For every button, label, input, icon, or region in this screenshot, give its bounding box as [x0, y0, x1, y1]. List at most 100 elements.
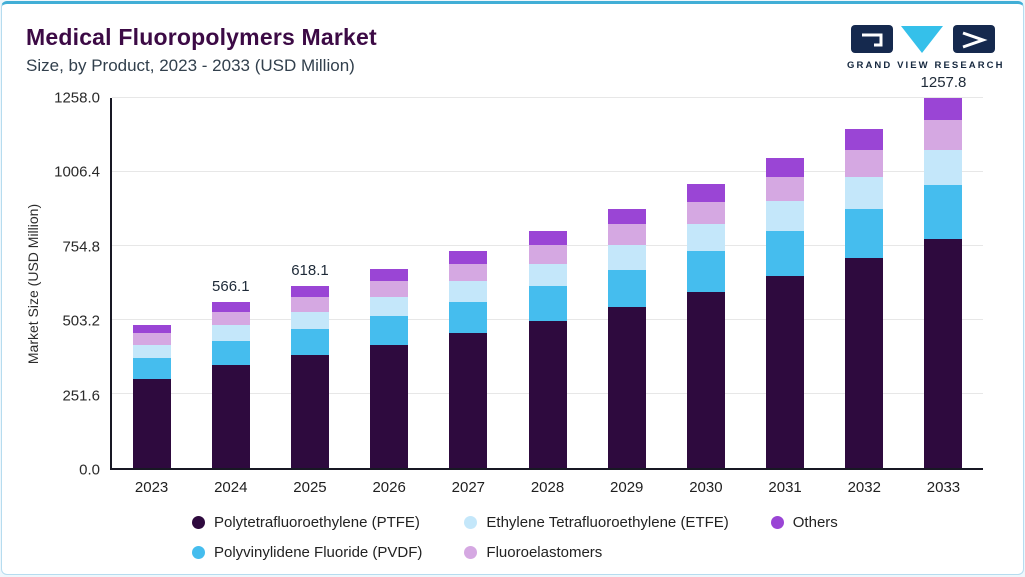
bar-segment [370, 281, 409, 298]
bar-segment [607, 269, 646, 308]
bar-segment [845, 257, 884, 468]
grandview-logo-text: GRAND VIEW RESEARCH [847, 60, 1005, 71]
bar-segment [528, 286, 567, 321]
bar-segment [766, 176, 805, 202]
legend-label: Polytetrafluoroethylene (PTFE) [214, 514, 420, 531]
bar-column-2026: 2026 [350, 98, 429, 496]
legend-item: Polytetrafluoroethylene (PTFE) [192, 514, 422, 531]
legend-label: Others [792, 514, 838, 531]
bar-column-2023: 2023 [112, 98, 191, 496]
bar-segment [211, 311, 250, 325]
y-tick-label: 1006.4 [54, 163, 100, 181]
legend-item: Others [770, 514, 838, 531]
y-tick-label: 0.0 [79, 461, 100, 479]
x-axis-label: 2024 [214, 479, 248, 496]
bar-column-2031: 2031 [746, 98, 825, 496]
page-title: Medical Fluoropolymers Market [26, 24, 377, 50]
stacked-bar [607, 208, 646, 468]
chart-header: Medical Fluoropolymers Market Size, by P… [20, 20, 1005, 76]
bar-segment [449, 333, 488, 468]
bar-segment [924, 185, 963, 239]
bar-segment [686, 292, 725, 468]
bar-segment [370, 315, 409, 345]
stacked-bar [924, 98, 963, 468]
bar-segment [924, 238, 963, 468]
bar-segment [845, 208, 884, 258]
gridline [112, 97, 983, 98]
bar-segment [211, 301, 250, 312]
bar-segment [607, 244, 646, 270]
bar-segment [528, 244, 567, 264]
legend-label: Polyvinylidene Fluoride (PVDF) [214, 544, 423, 561]
y-tick-label: 1258.0 [54, 89, 100, 107]
legend-item: Ethylene Tetrafluoroethylene (ETFE) [464, 514, 729, 531]
bar-segment [132, 358, 171, 380]
bar-segment [924, 98, 963, 121]
bar-segment [686, 251, 725, 293]
plot-area: 2023 566.1 2024 618.1 2025 2026 2027 2028 2029 20… [110, 74, 983, 496]
bar-column-2032: 2032 [825, 98, 904, 496]
x-axis-label: 2023 [134, 479, 169, 496]
bar-segment [607, 208, 646, 225]
legend-swatch [770, 516, 784, 529]
x-axis-label: 2033 [926, 479, 961, 496]
stacked-bar [845, 129, 884, 468]
bar-segment [924, 149, 963, 186]
bar-segment [370, 344, 409, 468]
bar-segment [449, 281, 488, 302]
bar-segment [290, 328, 329, 356]
legend-swatch [464, 546, 478, 559]
bar-segment [449, 250, 488, 264]
stacked-bar [449, 250, 488, 468]
grandview-logo-icon [851, 25, 995, 53]
bar-column-2024: 566.1 2024 [191, 98, 270, 496]
x-axis-label: 2032 [847, 479, 881, 496]
x-axis-label: 2025 [293, 479, 327, 496]
y-axis-title: Market Size (USD Million) [25, 203, 41, 365]
y-axis-ticks: 0.0 251.6 503.2 754.8 1006.4 1258.0 [46, 90, 110, 479]
bar-segment [607, 307, 646, 468]
stacked-bar [211, 301, 250, 468]
bar-segment [766, 275, 805, 468]
bar-column-2033: 1257.8 2033 [904, 74, 983, 496]
bar-segment [607, 224, 646, 245]
legend-item: Fluoroelastomers [464, 544, 728, 561]
y-axis-title-column: Market Size (USD Million) [20, 98, 46, 470]
bar-segment [132, 324, 171, 334]
stacked-bar [132, 324, 171, 468]
legend-item: Polyvinylidene Fluoride (PVDF) [192, 544, 422, 561]
bar-segment [528, 320, 567, 468]
bar-value-label: 1257.8 [920, 74, 967, 92]
x-axis-label: 2027 [451, 479, 486, 496]
bar-segment [449, 301, 488, 334]
bar-segment [766, 158, 805, 177]
x-axis-label: 2030 [689, 479, 723, 496]
bar-segment [845, 149, 884, 177]
stacked-bar [290, 286, 329, 468]
bar-segment [686, 201, 725, 225]
bar-column-2028: 2028 [508, 98, 587, 496]
y-tick-label: 754.8 [62, 238, 100, 256]
bar-value-label: 618.1 [291, 262, 329, 280]
bar-segment [528, 230, 567, 245]
header-titles: Medical Fluoropolymers Market Size, by P… [20, 20, 377, 76]
bar-segment [686, 224, 725, 252]
bar-segment [132, 333, 171, 345]
y-tick-label: 503.2 [62, 312, 100, 330]
bar-segment [211, 324, 250, 341]
legend-swatch [464, 516, 478, 529]
legend-swatch [192, 546, 205, 559]
bar-column-2029: 2029 [587, 98, 666, 496]
bar-segment [528, 263, 567, 287]
chart-area: Market Size (USD Million) 0.0 251.6 503.2 7… [20, 74, 999, 496]
bar-segment [845, 176, 884, 209]
bar-segment [132, 379, 171, 468]
stacked-bar [528, 230, 567, 468]
bar-segment [370, 269, 409, 282]
bar-segment [211, 340, 250, 365]
x-axis-label: 2029 [610, 479, 644, 496]
x-axis-label: 2026 [372, 479, 406, 496]
bar-segment [290, 286, 329, 298]
bar-segment [132, 344, 171, 359]
grandview-logo: GRAND VIEW RESEARCH [847, 24, 1005, 71]
